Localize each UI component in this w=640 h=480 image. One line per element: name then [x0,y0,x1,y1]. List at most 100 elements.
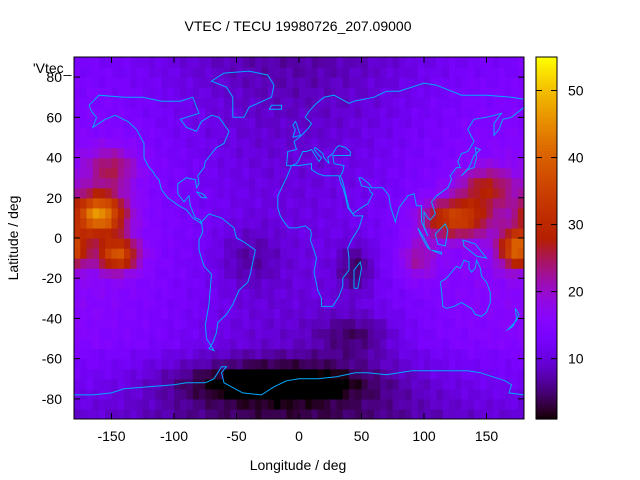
heatmap-cell [374,298,381,309]
heatmap-cell [192,338,200,350]
heatmap-cell [255,308,263,320]
heatmap-cell [224,408,231,419]
heatmap-cell [155,398,163,410]
heatmap-cell [86,207,94,219]
heatmap-cell [299,388,306,400]
heatmap-cell [411,258,419,269]
heatmap-cell [374,318,381,330]
heatmap-cell [161,57,169,68]
heatmap-cell [249,197,256,209]
heatmap-cell [261,87,269,98]
heatmap-cell [399,348,406,360]
heatmap-cell [317,57,325,68]
heatmap-cell [205,248,213,259]
heatmap-cell [130,207,138,219]
heatmap-cell [80,388,88,400]
heatmap-cell [155,227,163,239]
heatmap-cell [249,87,256,98]
heatmap-cell [199,278,206,289]
heatmap-cell [74,368,81,380]
heatmap-cell [199,338,206,350]
heatmap-cell [286,117,294,128]
heatmap-cell [230,147,238,159]
heatmap-cell [349,227,356,239]
heatmap-cell [192,308,200,320]
heatmap-cell [299,298,306,309]
heatmap-cell [167,217,175,229]
heatmap-cell [349,107,356,118]
heatmap-cell [86,328,94,340]
heatmap-cell [492,197,500,209]
heatmap-cell [474,308,481,320]
heatmap-cell [192,227,200,239]
heatmap-cell [311,97,319,108]
heatmap-cell [149,77,156,88]
heatmap-cell [361,167,369,179]
heatmap-cell [74,408,81,419]
heatmap-cell [392,67,400,78]
heatmap-cell [424,197,431,209]
heatmap-cell [167,177,175,189]
heatmap-cell [517,197,524,209]
heatmap-cell [305,117,313,128]
heatmap-cell [399,288,406,299]
heatmap-cell [236,147,244,159]
heatmap-cell [124,127,131,139]
heatmap-cell [124,217,131,229]
heatmap-cell [355,398,363,410]
heatmap-cell [180,67,188,78]
heatmap-cell [286,348,294,360]
heatmap-cell [486,57,494,68]
heatmap-cell [411,207,419,219]
heatmap-cell [186,318,194,330]
heatmap-cell [461,328,469,340]
heatmap-cell [449,258,456,269]
heatmap-cell [130,57,138,68]
colorbar-step [536,241,557,245]
heatmap-cell [330,177,338,189]
heatmap-cell [499,197,506,209]
heatmap-cell [180,127,188,139]
heatmap-cell [467,348,475,360]
heatmap-cell [236,157,244,169]
heatmap-cell [442,147,450,159]
heatmap-cell [405,177,413,189]
heatmap-cell [411,328,419,340]
heatmap-cell [342,157,350,169]
heatmap-cell [311,87,319,98]
heatmap-cell [424,348,431,360]
heatmap-cell [236,137,244,149]
heatmap-cell [142,187,150,199]
heatmap-cell [442,348,450,360]
heatmap-cell [86,348,94,360]
heatmap-cell [99,378,106,390]
heatmap-cell [442,57,450,68]
heatmap-cell [192,258,200,269]
heatmap-cell [392,368,400,380]
heatmap-cell [417,408,425,419]
heatmap-cell [255,177,263,189]
heatmap-cell [305,368,313,380]
heatmap-cell [286,177,294,189]
heatmap-cell [467,398,475,410]
heatmap-cell [180,308,188,320]
heatmap-cell [155,147,163,159]
heatmap-cell [342,107,350,118]
heatmap-cell [192,187,200,199]
heatmap-cell [424,177,431,189]
heatmap-cell [461,338,469,350]
heatmap-cell [405,398,413,410]
heatmap-cell [149,238,156,249]
heatmap-cell [161,157,169,169]
heatmap-cell [467,187,475,199]
heatmap-cell [117,117,125,128]
heatmap-cell [474,197,481,209]
heatmap-cell [411,388,419,400]
heatmap-cell [74,97,81,108]
heatmap-cell [324,358,331,370]
heatmap-cell [105,308,113,320]
heatmap-cell [386,157,394,169]
heatmap-cell [92,187,100,199]
heatmap-cell [267,288,275,299]
coastline [462,239,488,259]
